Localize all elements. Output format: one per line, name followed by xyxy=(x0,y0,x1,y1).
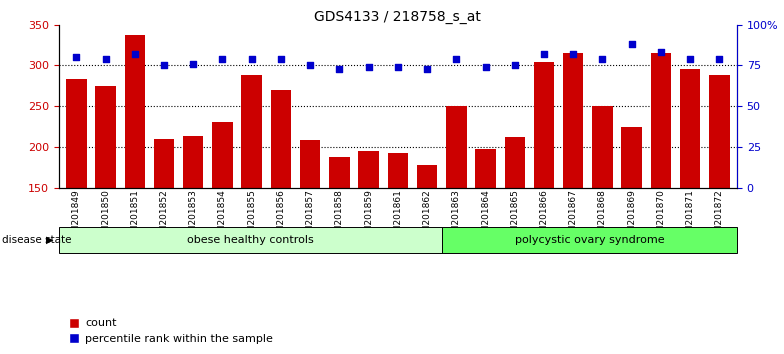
Point xyxy=(538,51,550,57)
Bar xyxy=(442,227,737,253)
Bar xyxy=(446,106,466,188)
Bar xyxy=(505,137,525,188)
Bar xyxy=(387,153,408,188)
Bar xyxy=(212,122,233,188)
Bar xyxy=(475,149,495,188)
Point xyxy=(187,61,200,67)
Point xyxy=(129,51,141,57)
Bar xyxy=(651,53,671,188)
Point xyxy=(304,63,317,68)
Bar xyxy=(96,86,116,188)
Point xyxy=(450,56,463,62)
Bar xyxy=(66,79,86,188)
Legend: count, percentile rank within the sample: count, percentile rank within the sample xyxy=(64,314,278,348)
Point xyxy=(70,55,82,60)
Text: obese healthy controls: obese healthy controls xyxy=(187,235,314,245)
Point xyxy=(567,51,579,57)
Bar xyxy=(59,227,442,253)
Bar xyxy=(125,35,145,188)
Point xyxy=(274,56,287,62)
Point xyxy=(421,66,434,72)
Point xyxy=(684,56,696,62)
Point xyxy=(158,63,170,68)
Point xyxy=(713,56,726,62)
Bar xyxy=(710,75,730,188)
Point xyxy=(479,64,492,70)
Bar xyxy=(154,139,174,188)
Bar xyxy=(534,62,554,188)
Point xyxy=(216,56,229,62)
Bar xyxy=(300,141,321,188)
Bar xyxy=(329,157,350,188)
Bar xyxy=(592,106,613,188)
Text: polycystic ovary syndrome: polycystic ovary syndrome xyxy=(515,235,664,245)
Bar xyxy=(680,69,700,188)
Point xyxy=(100,56,112,62)
Text: disease state: disease state xyxy=(2,235,71,245)
Point xyxy=(391,64,404,70)
Point xyxy=(362,64,375,70)
Point xyxy=(626,41,638,47)
Point xyxy=(333,66,346,72)
Bar xyxy=(241,75,262,188)
Point xyxy=(596,56,608,62)
Bar xyxy=(183,136,204,188)
Bar xyxy=(563,53,583,188)
Bar xyxy=(270,90,291,188)
Bar xyxy=(358,151,379,188)
Text: ▶: ▶ xyxy=(45,235,53,245)
Bar xyxy=(417,165,437,188)
Point xyxy=(655,50,667,55)
Title: GDS4133 / 218758_s_at: GDS4133 / 218758_s_at xyxy=(314,10,481,24)
Point xyxy=(245,56,258,62)
Bar xyxy=(622,127,642,188)
Point xyxy=(509,63,521,68)
